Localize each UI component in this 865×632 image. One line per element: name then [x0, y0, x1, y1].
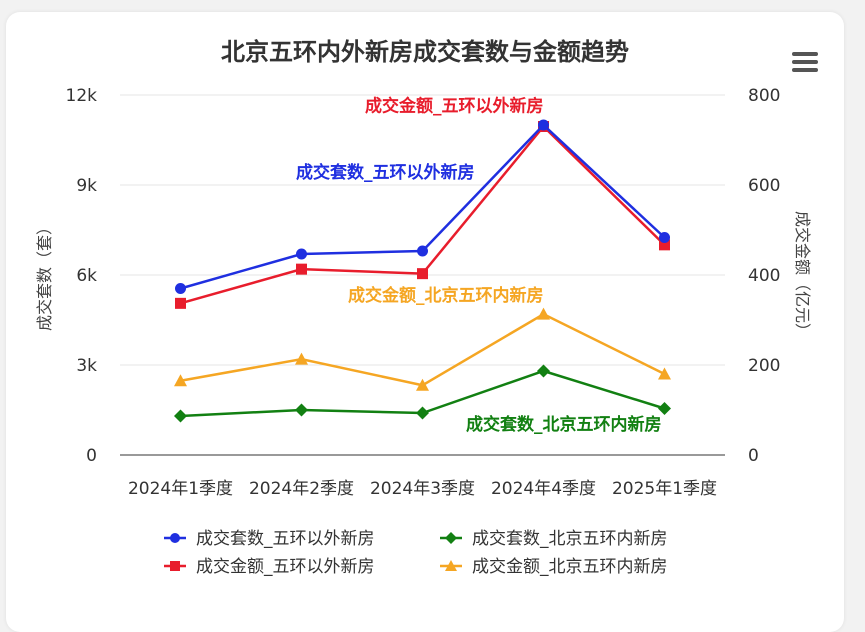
chart-card — [6, 12, 844, 632]
hamburger-menu-icon[interactable] — [792, 52, 818, 76]
data-point — [658, 367, 671, 380]
data-point — [417, 268, 428, 280]
data-point — [658, 402, 671, 415]
data-point — [416, 378, 429, 391]
chart: 北京五环内外新房成交套数与金额趋势 0 0 3k 200 6k 400 9k 600 12k 80… — [35, 38, 812, 577]
data-point — [417, 245, 428, 257]
legend-label: 成交套数_北京五环内新房 — [472, 529, 668, 549]
series-group — [174, 364, 671, 423]
data-point — [659, 239, 670, 251]
legend-item: 成交套数_北京五环内新房 — [440, 529, 668, 549]
y-right-tick-label: 200 — [748, 356, 780, 376]
data-point — [174, 374, 187, 387]
legend-item: 成交套数_五环以外新房 — [164, 529, 375, 549]
y-left-tick-label: 6k — [76, 266, 97, 286]
data-point — [659, 232, 670, 243]
series-annotation: 成交金额_北京五环内新房 — [348, 285, 544, 306]
data-point — [175, 297, 186, 309]
series-annotation: 成交金额_五环以外新房 — [365, 96, 544, 117]
legend-label: 成交金额_北京五环内新房 — [472, 557, 668, 577]
data-point — [296, 248, 307, 260]
data-point — [295, 352, 308, 365]
legend-marker — [170, 533, 180, 543]
y-left-tick-label: 3k — [76, 356, 97, 376]
legend-marker — [170, 561, 180, 571]
legend-label: 成交套数_五环以外新房 — [196, 529, 375, 549]
y-right-tick-label: 600 — [748, 176, 780, 196]
series-group — [174, 307, 671, 391]
x-tick-label: 2024年3季度 — [370, 479, 475, 499]
x-tick-label: 2025年1季度 — [612, 479, 717, 499]
y-left-tick-label: 9k — [76, 176, 97, 196]
data-point — [296, 263, 307, 275]
data-point — [295, 403, 308, 417]
legend-item: 成交金额_五环以外新房 — [164, 557, 375, 577]
data-point — [537, 307, 550, 320]
series-group — [175, 121, 670, 309]
data-point — [537, 364, 550, 378]
data-point — [416, 406, 429, 420]
series-annotation: 成交套数_五环以外新房 — [296, 162, 475, 183]
legend-item: 成交金额_北京五环内新房 — [440, 557, 668, 577]
y-right-tick-label: 0 — [748, 446, 759, 466]
data-point — [174, 409, 187, 423]
data-point — [175, 283, 186, 294]
legend-marker — [445, 532, 457, 544]
y-right-tick-label: 800 — [748, 86, 780, 106]
x-tick-label: 2024年2季度 — [249, 479, 354, 499]
chart-title: 北京五环内外新房成交套数与金额趋势 — [221, 38, 629, 66]
y-right-tick-label: 400 — [748, 266, 780, 286]
y-right-axis-label: 成交金额（亿元） — [793, 211, 812, 339]
series-line — [180, 312, 666, 387]
legend-marker — [445, 560, 457, 571]
series-annotation: 成交套数_北京五环内新房 — [466, 414, 662, 435]
y-left-tick-label: 0 — [86, 446, 97, 466]
series-line — [180, 123, 666, 290]
data-point — [538, 119, 549, 131]
y-left-tick-label: 12k — [66, 86, 98, 106]
series-group — [175, 119, 670, 294]
legend-label: 成交金额_五环以外新房 — [196, 557, 375, 577]
x-tick-label: 2024年4季度 — [491, 479, 596, 499]
y-left-axis-label: 成交套数（套） — [35, 219, 54, 331]
x-tick-label: 2024年1季度 — [128, 479, 233, 499]
